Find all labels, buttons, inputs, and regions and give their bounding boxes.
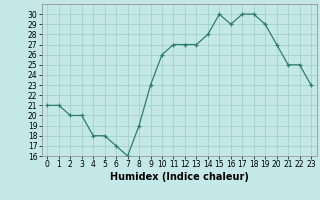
X-axis label: Humidex (Indice chaleur): Humidex (Indice chaleur) [110,172,249,182]
